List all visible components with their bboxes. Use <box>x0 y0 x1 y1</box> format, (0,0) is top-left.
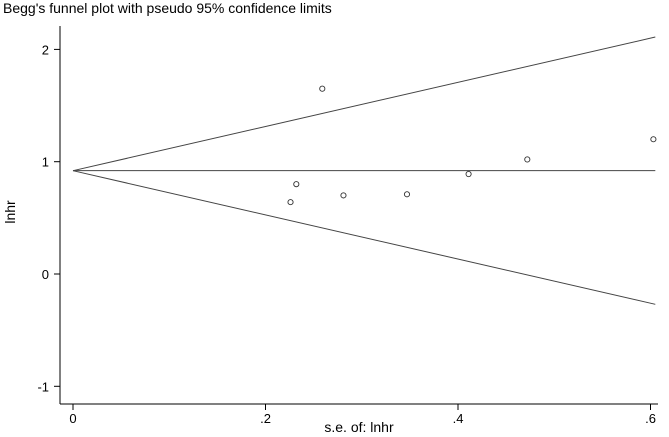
study-point <box>524 156 531 163</box>
study-point <box>319 85 326 92</box>
upper-confidence-limit-line <box>72 36 656 172</box>
study-point <box>650 136 657 143</box>
x-axis-label: s.e. of: lnhr <box>324 419 394 435</box>
study-point <box>340 192 347 199</box>
x-tick-label: .6 <box>645 411 656 426</box>
chart-title: Begg's funnel plot with pseudo 95% confi… <box>3 0 332 16</box>
x-tick-label: .2 <box>260 411 271 426</box>
x-tick-label: .4 <box>453 411 464 426</box>
study-point <box>403 191 411 198</box>
study-points <box>287 85 657 206</box>
study-point <box>465 171 472 178</box>
axes: -1 0 1 2 0 .2 .4 .6 <box>37 26 658 426</box>
y-tick-label: 2 <box>42 42 49 57</box>
y-tick-label: 0 <box>42 267 49 282</box>
y-axis-label: lnhr <box>2 200 18 224</box>
y-tick-label: 1 <box>42 155 49 170</box>
funnel-lines <box>72 36 656 305</box>
y-tick-label: -1 <box>37 379 49 394</box>
lower-confidence-limit-line <box>72 170 656 305</box>
x-tick-label: 0 <box>69 411 76 426</box>
study-point <box>287 199 294 206</box>
study-point <box>293 181 300 188</box>
